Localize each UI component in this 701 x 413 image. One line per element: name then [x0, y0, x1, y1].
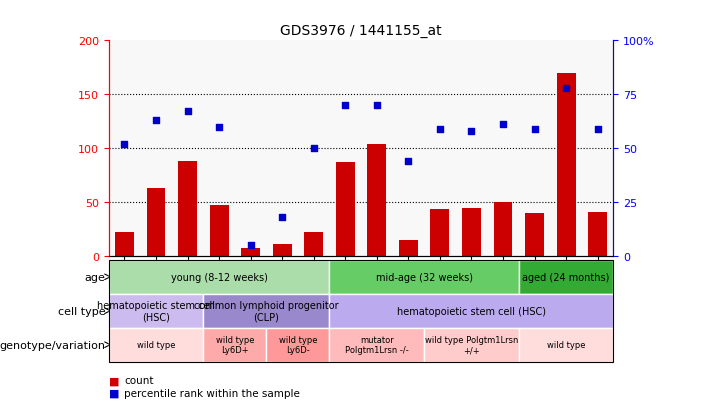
- Bar: [494, 202, 512, 256]
- Bar: [367, 145, 386, 256]
- Text: cell type: cell type: [57, 306, 105, 316]
- Text: mutator
Polgtm1Lrsn -/-: mutator Polgtm1Lrsn -/-: [345, 335, 409, 354]
- Bar: [430, 210, 449, 256]
- Point: [529, 126, 540, 133]
- Bar: [336, 163, 355, 256]
- Text: aged (24 months): aged (24 months): [522, 272, 610, 282]
- Point: [277, 214, 288, 221]
- Point: [182, 109, 193, 116]
- Text: wild type Polgtm1Lrsn
+/+: wild type Polgtm1Lrsn +/+: [425, 335, 518, 354]
- Point: [340, 102, 351, 109]
- Bar: [115, 233, 134, 256]
- Text: count: count: [124, 375, 154, 385]
- Text: genotype/variation: genotype/variation: [0, 340, 105, 350]
- Point: [435, 126, 446, 133]
- Text: ■: ■: [109, 388, 119, 398]
- Text: wild type
Ly6D+: wild type Ly6D+: [216, 335, 254, 354]
- Point: [214, 124, 225, 131]
- Bar: [304, 233, 323, 256]
- Text: young (8-12 weeks): young (8-12 weeks): [170, 272, 268, 282]
- Bar: [210, 206, 229, 256]
- Point: [466, 128, 477, 135]
- Bar: [178, 161, 197, 256]
- Text: percentile rank within the sample: percentile rank within the sample: [124, 388, 300, 398]
- Text: common lymphoid progenitor
(CLP): common lymphoid progenitor (CLP): [194, 300, 339, 322]
- Bar: [147, 188, 165, 256]
- Point: [119, 141, 130, 148]
- Point: [592, 126, 604, 133]
- Text: hematopoietic stem cell
(HSC): hematopoietic stem cell (HSC): [97, 300, 215, 322]
- Text: wild type
Ly6D-: wild type Ly6D-: [279, 335, 317, 354]
- Bar: [525, 213, 544, 256]
- Text: wild type: wild type: [547, 340, 585, 349]
- Text: wild type: wild type: [137, 340, 175, 349]
- Point: [151, 117, 162, 124]
- Point: [308, 145, 320, 152]
- Bar: [557, 74, 576, 256]
- Bar: [588, 212, 607, 256]
- Text: ■: ■: [109, 375, 119, 385]
- Point: [403, 158, 414, 165]
- Point: [498, 122, 509, 128]
- Point: [561, 85, 572, 92]
- Text: age: age: [84, 272, 105, 282]
- Point: [245, 242, 257, 249]
- Bar: [462, 209, 481, 256]
- Text: mid-age (32 weeks): mid-age (32 weeks): [376, 272, 472, 282]
- Bar: [399, 240, 418, 256]
- Bar: [241, 249, 260, 256]
- Bar: [273, 244, 292, 256]
- Text: hematopoietic stem cell (HSC): hematopoietic stem cell (HSC): [397, 306, 546, 316]
- Point: [372, 102, 383, 109]
- Title: GDS3976 / 1441155_at: GDS3976 / 1441155_at: [280, 24, 442, 38]
